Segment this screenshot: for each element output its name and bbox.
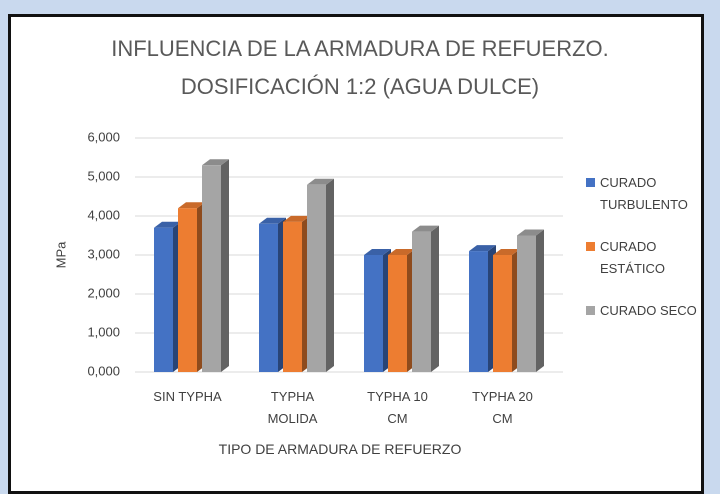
- x-tick-label: TYPHA MOLIDA: [267, 389, 318, 426]
- bar: [388, 255, 407, 372]
- x-tick-label: TYPHA 20 CM: [472, 389, 533, 426]
- bar-top: [202, 159, 229, 166]
- bar: [493, 255, 512, 372]
- legend-label: CURADO SECO: [600, 303, 697, 318]
- bar: [364, 255, 383, 372]
- bar-side: [431, 225, 439, 372]
- y-tick-label: 5,000: [87, 168, 120, 183]
- bar: [517, 235, 536, 372]
- bar-top: [517, 229, 544, 236]
- y-tick-label: 2,000: [87, 285, 120, 300]
- bar-top: [412, 225, 439, 232]
- bar-side: [536, 229, 544, 372]
- x-axis-title: TIPO DE ARMADURA DE REFUERZO: [218, 441, 462, 457]
- bar-side: [326, 178, 334, 372]
- legend-swatch: [586, 242, 595, 251]
- chart-title: INFLUENCIA DE LA ARMADURA DE REFUERZO. D…: [111, 36, 609, 99]
- legend-label: CURADO ESTÁTICO: [600, 239, 666, 276]
- bar-top: [259, 217, 286, 224]
- legend-swatch: [586, 306, 595, 315]
- bar-top: [388, 249, 415, 255]
- bar: [259, 223, 278, 372]
- y-tick-label: 4,000: [87, 207, 120, 222]
- x-tick-label: TYPHA 10 CM: [367, 389, 428, 426]
- y-tick-label: 6,000: [87, 129, 120, 144]
- y-tick-label: 1,000: [87, 324, 120, 339]
- legend-label: CURADO TURBULENTO: [600, 175, 688, 212]
- bar: [412, 231, 431, 372]
- y-axis-title: MPa: [53, 241, 68, 269]
- y-tick-label: 0,000: [87, 363, 120, 378]
- bar-top: [493, 249, 520, 255]
- bar: [283, 221, 302, 372]
- y-tick-label: 3,000: [87, 246, 120, 261]
- bar: [469, 251, 488, 372]
- bar-top: [178, 202, 205, 209]
- bar-top: [154, 221, 181, 228]
- bar-side: [221, 159, 229, 372]
- legend-swatch: [586, 178, 595, 187]
- bar-top: [283, 215, 310, 222]
- chart-frame: [8, 14, 704, 494]
- bar: [202, 165, 221, 372]
- bar-top: [364, 249, 391, 255]
- bar: [178, 208, 197, 372]
- bar: [154, 227, 173, 372]
- bar: [307, 184, 326, 372]
- x-tick-label: SIN TYPHA: [153, 389, 222, 404]
- bar-top: [469, 245, 496, 252]
- bar-top: [307, 178, 334, 185]
